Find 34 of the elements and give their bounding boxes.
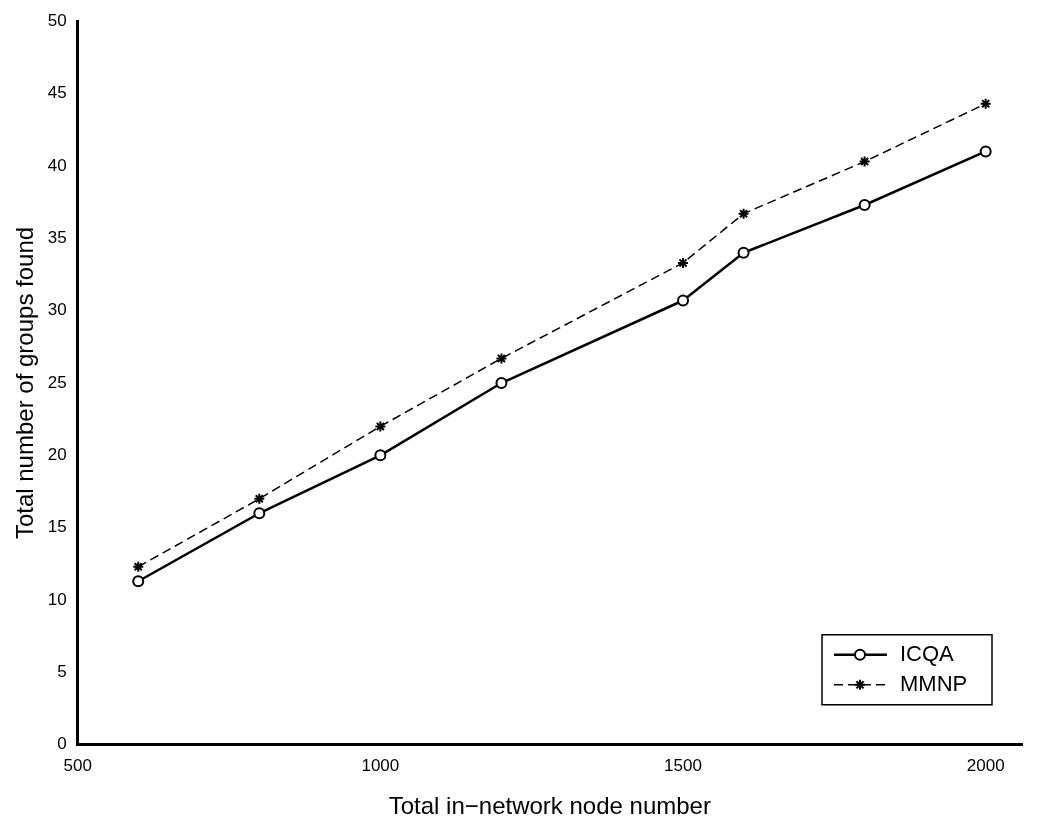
y-tick-label: 15 bbox=[47, 517, 67, 537]
point bbox=[979, 145, 992, 158]
point bbox=[374, 420, 387, 433]
y-tick-label: 10 bbox=[47, 589, 67, 609]
y-tick-label: 30 bbox=[47, 300, 67, 320]
x-tick-label: 500 bbox=[63, 755, 92, 775]
y-tick-label: 20 bbox=[47, 445, 67, 465]
y-axis-title: Total number of groups found bbox=[11, 226, 39, 540]
point bbox=[737, 207, 750, 220]
point bbox=[253, 507, 266, 520]
y-tick-label: 0 bbox=[57, 734, 67, 754]
point bbox=[132, 575, 145, 588]
x-tick-label: 2000 bbox=[966, 755, 1005, 775]
y-tick-label: 40 bbox=[47, 155, 67, 175]
x-tick-label: 1000 bbox=[361, 755, 400, 775]
legend-label: ICQA bbox=[900, 640, 955, 666]
y-tick-label: 45 bbox=[47, 83, 67, 103]
point bbox=[979, 97, 992, 110]
point bbox=[253, 492, 266, 505]
x-tick-label: 1500 bbox=[664, 755, 702, 775]
y-tick-label: 5 bbox=[57, 662, 67, 682]
point bbox=[858, 198, 871, 211]
point bbox=[858, 155, 871, 168]
point bbox=[495, 377, 508, 389]
point bbox=[737, 246, 750, 259]
point bbox=[495, 352, 508, 365]
point bbox=[132, 560, 145, 573]
point bbox=[677, 294, 690, 307]
point bbox=[374, 449, 387, 462]
legend-label: MMNP bbox=[900, 670, 968, 696]
y-tick-label: 35 bbox=[47, 227, 67, 247]
y-tick-label: 50 bbox=[47, 10, 67, 30]
x-axis-title: Total in−network node number bbox=[388, 792, 711, 820]
y-tick-label: 25 bbox=[47, 372, 67, 392]
